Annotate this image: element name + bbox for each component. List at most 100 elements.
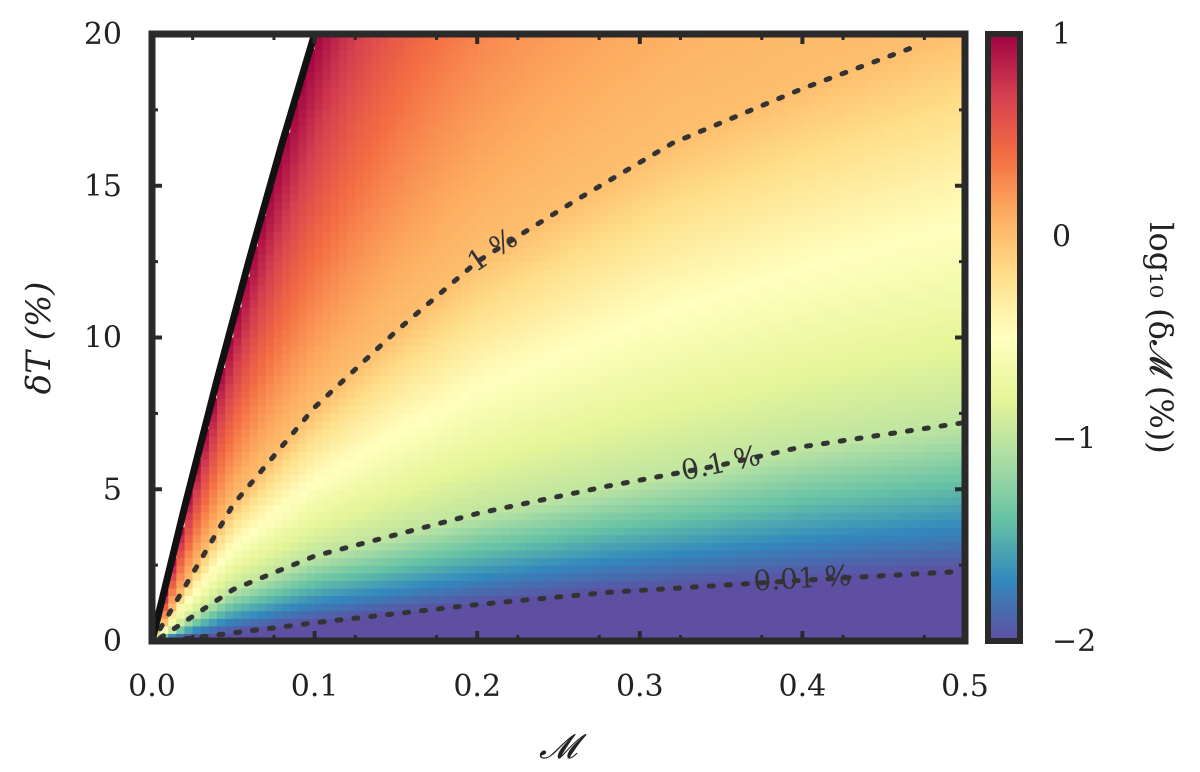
heatmap-cell bbox=[257, 504, 267, 513]
heatmap-cell bbox=[704, 79, 714, 88]
heatmap-cell bbox=[436, 284, 446, 293]
heatmap-cell bbox=[395, 329, 405, 339]
heatmap-cell bbox=[420, 170, 430, 179]
heatmap-cell bbox=[330, 549, 340, 559]
heatmap-cell bbox=[355, 451, 364, 460]
heatmap-cell bbox=[444, 587, 454, 597]
heatmap-cell bbox=[322, 587, 332, 597]
heatmap-cell bbox=[428, 64, 438, 73]
heatmap-cell bbox=[647, 481, 657, 490]
heatmap-cell bbox=[452, 428, 462, 437]
heatmap-cell bbox=[460, 216, 470, 225]
heatmap-cell bbox=[395, 49, 405, 58]
heatmap-cell bbox=[412, 474, 421, 483]
heatmap-cell bbox=[721, 542, 730, 551]
heatmap-cell bbox=[574, 512, 584, 521]
heatmap-cell bbox=[452, 71, 462, 81]
heatmap-cell bbox=[729, 633, 738, 641]
heatmap-cell bbox=[412, 125, 421, 134]
heatmap-cell bbox=[558, 155, 568, 164]
heatmap-cell bbox=[631, 580, 641, 589]
heatmap-cell bbox=[680, 87, 690, 96]
heatmap-cell bbox=[347, 512, 356, 521]
heatmap-cell bbox=[412, 231, 421, 240]
heatmap-cell bbox=[420, 299, 430, 308]
heatmap-cell bbox=[436, 117, 446, 126]
heatmap-cell bbox=[525, 496, 535, 506]
heatmap-cell bbox=[444, 557, 454, 566]
heatmap-cell bbox=[395, 223, 405, 232]
heatmap-cell bbox=[355, 71, 364, 81]
heatmap-cell bbox=[696, 87, 706, 96]
heatmap-cell bbox=[509, 603, 519, 612]
heatmap-cell bbox=[379, 557, 389, 566]
heatmap-cell bbox=[542, 185, 551, 194]
heatmap-cell bbox=[639, 398, 649, 407]
heatmap-cell bbox=[599, 254, 608, 263]
heatmap-cell bbox=[485, 390, 495, 399]
heatmap-cell bbox=[379, 405, 389, 414]
heatmap-cell bbox=[355, 56, 364, 65]
heatmap-cell bbox=[428, 307, 438, 316]
heatmap-cell bbox=[217, 458, 226, 468]
heatmap-cell bbox=[460, 549, 470, 559]
heatmap-cell bbox=[558, 170, 568, 179]
heatmap-cell bbox=[712, 345, 722, 354]
heatmap-cell bbox=[428, 504, 438, 513]
heatmap-cell bbox=[225, 527, 234, 536]
heatmap-cell bbox=[460, 56, 470, 65]
heatmap-cell bbox=[615, 572, 625, 581]
heatmap-cell bbox=[436, 162, 446, 172]
heatmap-cell bbox=[615, 413, 625, 422]
heatmap-cell bbox=[444, 443, 454, 452]
heatmap-cell bbox=[322, 633, 332, 641]
heatmap-cell bbox=[371, 595, 381, 604]
heatmap-cell bbox=[696, 360, 706, 369]
heatmap-cell bbox=[525, 610, 535, 619]
heatmap-cell bbox=[404, 56, 413, 65]
heatmap-cell bbox=[200, 496, 210, 506]
heatmap-cell bbox=[412, 405, 421, 414]
heatmap-cell bbox=[314, 41, 324, 50]
heatmap-cell bbox=[574, 345, 584, 354]
heatmap-cell bbox=[217, 587, 226, 597]
heatmap-cell bbox=[314, 71, 324, 81]
heatmap-cell bbox=[591, 580, 600, 589]
heatmap-cell bbox=[428, 549, 438, 559]
heatmap-cell bbox=[485, 420, 495, 430]
heatmap-cell bbox=[566, 299, 576, 308]
heatmap-cell bbox=[412, 261, 421, 270]
heatmap-cell bbox=[542, 94, 551, 103]
heatmap-cell bbox=[387, 64, 397, 73]
heatmap-cell bbox=[371, 504, 381, 513]
heatmap-cell bbox=[282, 481, 291, 490]
heatmap-cell bbox=[721, 428, 730, 437]
heatmap-cell bbox=[395, 572, 405, 581]
heatmap-cell bbox=[233, 428, 243, 437]
heatmap-cell bbox=[469, 625, 478, 635]
heatmap-cell bbox=[379, 565, 389, 574]
heatmap-cell bbox=[656, 291, 665, 301]
heatmap-cell bbox=[542, 41, 551, 50]
heatmap-cell bbox=[306, 246, 316, 255]
heatmap-cell bbox=[306, 87, 316, 96]
heatmap-cell bbox=[534, 254, 543, 263]
heatmap-cell bbox=[501, 314, 511, 323]
heatmap-cell bbox=[688, 223, 698, 232]
heatmap-cell bbox=[477, 94, 486, 103]
heatmap-cell bbox=[509, 254, 519, 263]
heatmap-cell bbox=[485, 549, 495, 559]
heatmap-cell bbox=[436, 565, 446, 574]
heatmap-cell bbox=[290, 451, 299, 460]
heatmap-cell bbox=[233, 512, 243, 521]
heatmap-cell bbox=[387, 155, 397, 164]
heatmap-cell bbox=[249, 375, 259, 384]
heatmap-cell bbox=[558, 125, 568, 134]
heatmap-cell bbox=[469, 474, 478, 483]
heatmap-cell bbox=[290, 307, 299, 316]
heatmap-cell bbox=[420, 254, 430, 263]
heatmap-cell bbox=[387, 102, 397, 111]
heatmap-cell bbox=[680, 314, 690, 323]
heatmap-cell bbox=[282, 496, 291, 506]
heatmap-cell bbox=[501, 87, 511, 96]
